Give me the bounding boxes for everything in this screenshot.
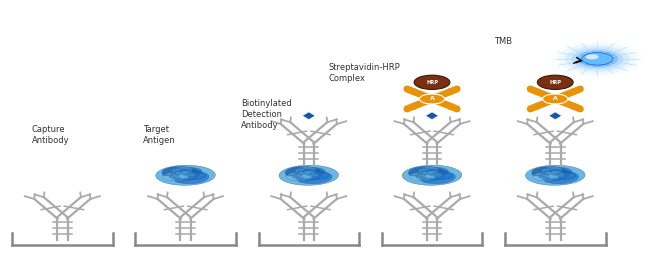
Ellipse shape bbox=[533, 172, 560, 181]
Polygon shape bbox=[549, 112, 562, 120]
Ellipse shape bbox=[402, 165, 462, 185]
Ellipse shape bbox=[296, 167, 316, 174]
Ellipse shape bbox=[164, 172, 190, 181]
Circle shape bbox=[543, 94, 568, 104]
Circle shape bbox=[551, 40, 644, 77]
Circle shape bbox=[414, 75, 450, 89]
Text: HRP: HRP bbox=[549, 80, 561, 85]
Circle shape bbox=[577, 51, 618, 67]
Ellipse shape bbox=[285, 167, 323, 180]
Ellipse shape bbox=[532, 167, 569, 180]
Ellipse shape bbox=[408, 167, 446, 180]
Ellipse shape bbox=[287, 172, 313, 181]
Ellipse shape bbox=[548, 167, 572, 176]
Polygon shape bbox=[426, 112, 439, 120]
Circle shape bbox=[582, 53, 613, 65]
Ellipse shape bbox=[310, 172, 329, 179]
Ellipse shape bbox=[419, 167, 439, 174]
Ellipse shape bbox=[174, 171, 209, 184]
Circle shape bbox=[571, 49, 623, 69]
Text: Capture
Antibody: Capture Antibody bbox=[32, 125, 70, 145]
Text: HRP: HRP bbox=[426, 80, 438, 85]
Ellipse shape bbox=[525, 165, 585, 185]
Text: Target
Antigen: Target Antigen bbox=[144, 125, 176, 145]
Text: A: A bbox=[552, 96, 558, 101]
Ellipse shape bbox=[544, 171, 578, 184]
Ellipse shape bbox=[542, 167, 563, 174]
Ellipse shape bbox=[410, 172, 436, 181]
Text: A: A bbox=[430, 96, 434, 101]
Text: Biotinylated
Detection
Antibody: Biotinylated Detection Antibody bbox=[240, 99, 291, 130]
Ellipse shape bbox=[187, 172, 206, 179]
Circle shape bbox=[419, 94, 445, 104]
Circle shape bbox=[538, 75, 573, 89]
Ellipse shape bbox=[425, 167, 448, 176]
Polygon shape bbox=[302, 112, 315, 120]
Ellipse shape bbox=[302, 167, 326, 176]
Circle shape bbox=[586, 54, 599, 59]
Ellipse shape bbox=[179, 167, 202, 176]
Ellipse shape bbox=[156, 165, 215, 185]
Ellipse shape bbox=[556, 172, 575, 179]
Ellipse shape bbox=[279, 165, 339, 185]
Ellipse shape bbox=[421, 171, 456, 184]
Ellipse shape bbox=[434, 172, 452, 179]
Ellipse shape bbox=[297, 171, 332, 184]
Circle shape bbox=[565, 46, 630, 72]
Ellipse shape bbox=[172, 167, 193, 174]
Circle shape bbox=[582, 53, 613, 65]
Ellipse shape bbox=[162, 167, 200, 180]
Circle shape bbox=[558, 43, 636, 74]
Text: TMB: TMB bbox=[493, 37, 512, 46]
Text: Streptavidin-HRP
Complex: Streptavidin-HRP Complex bbox=[328, 63, 400, 83]
